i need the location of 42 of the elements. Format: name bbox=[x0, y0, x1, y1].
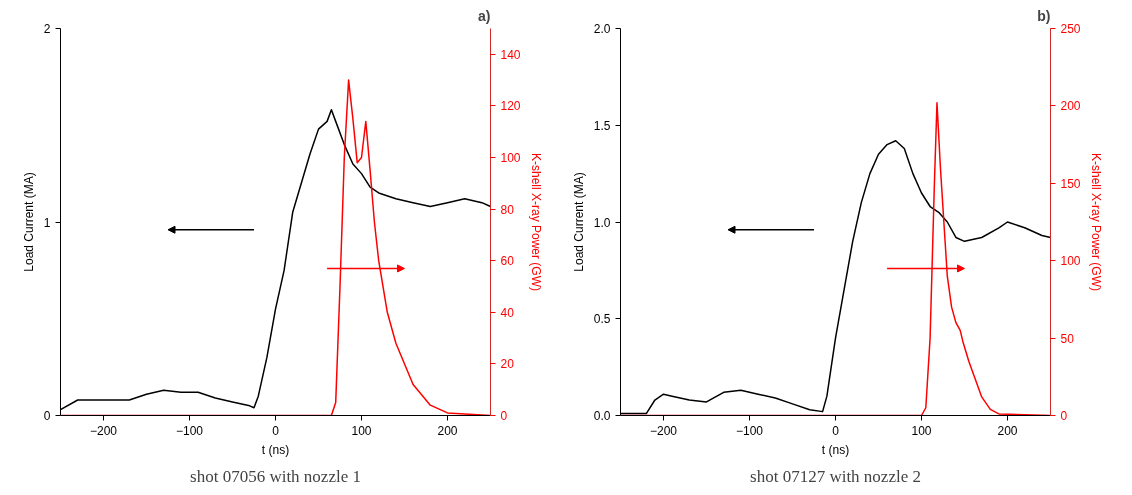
chart-title: a) bbox=[478, 7, 491, 24]
y2-tick-label: 80 bbox=[500, 202, 515, 217]
x-tick-label: −100 bbox=[175, 423, 204, 438]
y2-tick-label: 250 bbox=[1060, 22, 1081, 36]
y2-tick-label: 60 bbox=[500, 254, 515, 269]
y2-tick-label: 0 bbox=[500, 409, 508, 423]
y2-tick-label: 100 bbox=[500, 151, 521, 165]
y-tick-label: 1.5 bbox=[593, 118, 611, 133]
y-tick-label: 0 bbox=[43, 409, 51, 423]
y2-tick-label: 120 bbox=[500, 99, 521, 114]
x-tick-label: 200 bbox=[997, 423, 1018, 438]
text: shot 07056 with nozzle 1 bbox=[190, 466, 361, 486]
x-tick-label: 100 bbox=[911, 423, 932, 438]
x-tick-label: −200 bbox=[89, 423, 118, 438]
y2-tick-label: 140 bbox=[500, 47, 521, 62]
y-tick-label: 2 bbox=[43, 22, 51, 36]
x-tick-label: 100 bbox=[351, 423, 372, 438]
y-axis-title: Load Current (MA) bbox=[571, 172, 586, 272]
x-axis-title: t (ns) bbox=[821, 442, 850, 457]
y2-axis-title: K-shell X-ray Power (GW) bbox=[1088, 152, 1103, 292]
x-tick-label: −100 bbox=[735, 423, 764, 438]
y-tick-label: 1.0 bbox=[593, 215, 611, 230]
y-tick-label: 0.5 bbox=[593, 312, 611, 327]
y2-axis-title: K-shell X-ray Power (GW) bbox=[528, 152, 543, 292]
chart-title: b) bbox=[1037, 7, 1051, 24]
text: shot 07127 with nozzle 2 bbox=[750, 466, 921, 486]
x-tick-label: 200 bbox=[437, 423, 458, 438]
y2-tick-label: 20 bbox=[500, 357, 515, 372]
y2-tick-label: 0 bbox=[1060, 409, 1068, 423]
y2-tick-label: 100 bbox=[1060, 254, 1081, 269]
x-axis-title: t (ns) bbox=[261, 442, 290, 457]
y-tick-label: 0.0 bbox=[593, 409, 611, 423]
y2-tick-label: 50 bbox=[1060, 331, 1075, 346]
y-tick-label: 1 bbox=[43, 215, 51, 230]
y2-tick-label: 150 bbox=[1060, 176, 1081, 191]
x-tick-label: −200 bbox=[649, 423, 678, 438]
y2-tick-label: 40 bbox=[500, 305, 515, 320]
x-tick-label: 0 bbox=[272, 423, 280, 438]
y2-tick-label: 200 bbox=[1060, 99, 1081, 114]
y-axis-title: Load Current (MA) bbox=[21, 172, 36, 272]
x-tick-label: 0 bbox=[832, 423, 840, 438]
y-tick-label: 2.0 bbox=[593, 22, 611, 36]
